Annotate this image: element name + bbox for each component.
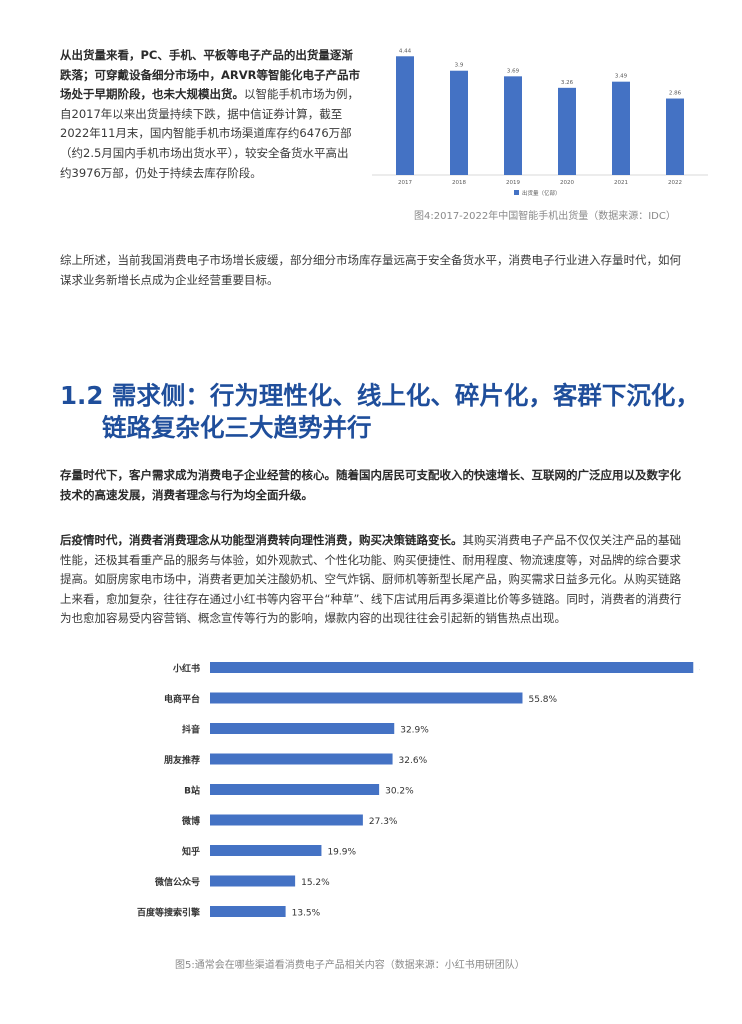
tick-label: 2022 (668, 180, 682, 186)
figure5-caption: 图5:通常会在哪些渠道看消费电子产品相关内容（数据来源：小红书用研团队） (175, 960, 525, 971)
tick-label: 2018 (452, 180, 466, 186)
tick-label: B站 (184, 785, 200, 797)
tick-label: 电商平台 (164, 693, 200, 705)
tick-label: 微博 (181, 815, 200, 827)
shipment-bar-chart: 4.44 2017 3.9 2018 3.69 2019 3.26 2020 3.49 2021 2… (372, 48, 708, 197)
tick-label: 2020 (560, 180, 574, 186)
bar (558, 87, 576, 175)
tick-label: 抖音 (182, 724, 200, 736)
data-label: 3.26 (561, 80, 574, 86)
data-label: 4.44 (399, 48, 412, 54)
bar (450, 70, 468, 175)
demand-intro-paragraph: 存量时代下，客户需求成为消费电子企业经营的核心。随着国内居民可支配收入的快速增长… (60, 468, 681, 502)
intro-normal-text: 以智能手机市场为例，自2017年以来出货量持续下跌，据中信证券计算，截至2022… (60, 87, 359, 180)
legend-swatch (514, 190, 519, 195)
bar (666, 98, 684, 175)
bar (210, 662, 694, 673)
data-label: 13.5% (292, 909, 321, 919)
channel-bar-chart: 小红书 86.3% 电商平台 55.8% 抖音 32.9% 朋友推荐 32.6% B站 30.2%… (137, 662, 700, 919)
data-label: 2.86 (669, 91, 682, 97)
intro-bold-text: 从出货量来看，PC、手机、平板等电子产品的出货量逐渐跌落；可穿戴设备细分市场中，… (60, 48, 361, 102)
data-label: 3.49 (615, 74, 628, 80)
section-heading-line1: 1.2 需求侧：行为理性化、线上化、碎片化，客群下沉化， (60, 381, 700, 410)
data-label: 3.69 (507, 68, 520, 74)
bar (210, 875, 296, 887)
tick-label: 朋友推荐 (163, 754, 200, 766)
post-covid-normal-text: 其购买消费电子产品不仅仅关注产品的基础性能，还极其看重产品的服务与体验，如外观款… (60, 533, 682, 626)
post-covid-bold-text: 后疫情时代，消费者消费理念从功能型消费转向理性消费，购买决策链路变长。 (60, 533, 463, 547)
bar (210, 845, 322, 856)
bar (210, 784, 380, 795)
data-label: 32.9% (400, 726, 429, 736)
bar (210, 692, 523, 704)
tick-label: 2019 (506, 180, 520, 186)
data-label: 55.8% (528, 695, 557, 705)
bar (210, 723, 395, 734)
tick-label: 百度等搜索引擎 (137, 907, 200, 919)
data-label: 3.9 (455, 63, 464, 69)
section-heading-line2: 链路复杂化三大趋势并行 (102, 413, 372, 442)
tick-label: 知乎 (181, 846, 200, 858)
bar (612, 81, 630, 175)
data-label: 86.3% (699, 665, 700, 675)
data-label: 19.9% (327, 848, 356, 858)
post-covid-paragraph: 后疫情时代，消费者消费理念从功能型消费转向理性消费，购买决策链路变长。其购买消费… (60, 531, 685, 629)
tick-label: 2017 (398, 180, 412, 186)
data-label: 27.3% (369, 817, 398, 827)
data-label: 30.2% (385, 787, 414, 797)
section-heading: 1.2 需求侧：行为理性化、线上化、碎片化，客群下沉化， 链路复杂化三大趋势并行 (60, 380, 710, 444)
bar (210, 753, 393, 765)
intro-paragraph: 从出货量来看，PC、手机、平板等电子产品的出货量逐渐跌落；可穿戴设备细分市场中，… (60, 46, 360, 183)
tick-label: 微信公众号 (154, 876, 200, 888)
summary-paragraph: 综上所述，当前我国消费电子市场增长疲缓，部分细分市场库存量远高于安全备货水平，消… (60, 253, 681, 287)
bar (210, 906, 286, 917)
bar (210, 814, 363, 826)
bar (396, 56, 414, 175)
figure4-caption: 图4:2017-2022年中国智能手机出货量（数据来源：IDC） (414, 211, 676, 222)
legend-label: 出货量（亿部） (522, 189, 561, 197)
bar (504, 76, 522, 175)
data-label: 15.2% (301, 878, 330, 888)
tick-label: 2021 (614, 180, 628, 186)
tick-label: 小红书 (172, 663, 200, 675)
data-label: 32.6% (399, 756, 428, 766)
